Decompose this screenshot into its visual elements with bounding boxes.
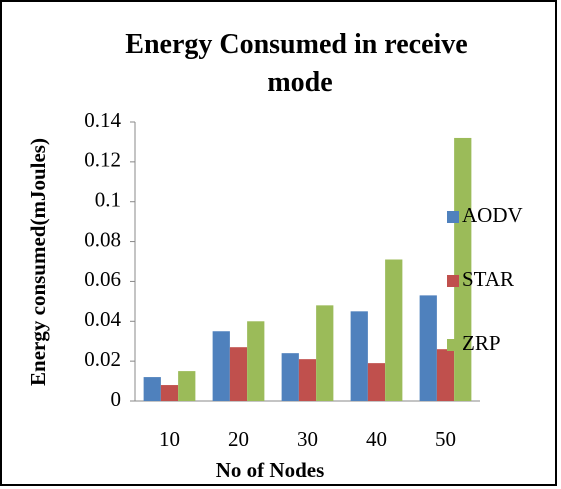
legend-label: STAR bbox=[462, 267, 514, 291]
legend-swatch bbox=[447, 211, 459, 223]
x-axis-label: No of Nodes bbox=[216, 458, 325, 482]
y-tick-label: 0.04 bbox=[84, 307, 121, 331]
x-tick-label: 50 bbox=[435, 427, 456, 451]
bar bbox=[229, 347, 248, 401]
legend-swatch bbox=[447, 275, 459, 287]
legend-swatch bbox=[447, 339, 459, 351]
bar bbox=[281, 353, 299, 401]
y-tick-label: 0.1 bbox=[95, 188, 121, 212]
y-tick-label: 0.12 bbox=[84, 148, 121, 172]
y-tick-label: 0 bbox=[111, 387, 122, 411]
y-tick-label: 0.02 bbox=[84, 347, 121, 371]
title-line: mode bbox=[267, 67, 332, 98]
chart-title: Energy Consumed in receive mode bbox=[125, 29, 474, 98]
bar bbox=[385, 259, 403, 401]
x-tick-label: 20 bbox=[228, 427, 249, 451]
y-tick-label: 0.06 bbox=[84, 267, 121, 291]
y-axis-label: Energy consumed(mJoules) bbox=[26, 138, 50, 386]
bar bbox=[178, 371, 196, 401]
title-line: Energy Consumed in receive bbox=[125, 29, 467, 60]
bar bbox=[212, 331, 230, 401]
bar bbox=[160, 385, 179, 401]
y-tick-label: 0.08 bbox=[84, 227, 121, 251]
bar bbox=[367, 363, 386, 401]
bar bbox=[419, 295, 437, 401]
x-tick-label: 40 bbox=[366, 427, 387, 451]
bar bbox=[298, 359, 317, 401]
bar bbox=[436, 349, 455, 401]
x-tick-label: 10 bbox=[159, 427, 180, 451]
bar bbox=[247, 321, 265, 401]
bar bbox=[316, 305, 334, 401]
bar bbox=[350, 311, 368, 401]
y-tick-label: 0.14 bbox=[84, 108, 121, 132]
legend-label: ZRP bbox=[462, 331, 501, 355]
bar bbox=[454, 137, 472, 401]
legend-label: AODV bbox=[462, 203, 523, 227]
bar bbox=[143, 377, 161, 401]
x-tick-label: 30 bbox=[297, 427, 318, 451]
